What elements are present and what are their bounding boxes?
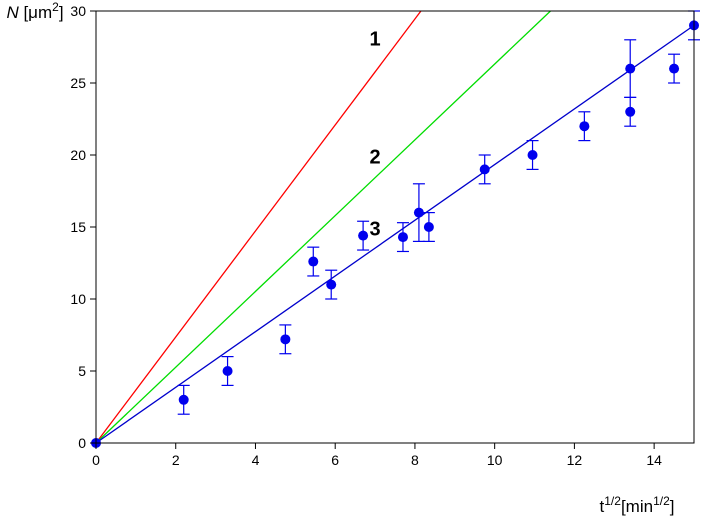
y-axis-title-unit: μm: [28, 3, 52, 22]
data-point: [479, 164, 490, 175]
series-line-2: [95, 10, 551, 444]
data-point: [397, 232, 408, 243]
data-point: [280, 334, 291, 345]
data-points: [91, 10, 700, 448]
line-labels: 1 2 3: [370, 29, 381, 241]
x-tick-label: 2: [172, 452, 180, 468]
plot-frame: [95, 10, 695, 444]
y-tick-label: 0: [78, 435, 86, 451]
data-point: [625, 63, 636, 74]
data-point: [527, 150, 538, 160]
x-axis-title-unit-sup: 1/2: [653, 494, 670, 508]
fit-lines: [95, 10, 695, 444]
y-tick-label: 5: [78, 363, 86, 379]
data-point: [222, 366, 233, 376]
y-tick-label: 10: [70, 291, 86, 307]
x-tick-label: 4: [252, 452, 260, 468]
data-point: [413, 207, 424, 218]
y-tick-label: 30: [70, 3, 86, 19]
y-tick-label: 25: [70, 75, 86, 91]
y-tick-label: 20: [70, 147, 86, 163]
x-axis-title: t1/2[min1/2]: [600, 494, 675, 516]
y-axis-title-sup: 2: [52, 0, 59, 14]
x-tick-label: 14: [646, 452, 662, 468]
series-line-1: [95, 10, 422, 444]
x-axis-title-unit: [min: [621, 497, 653, 516]
x-axis: 0 2 4 6 8 10 12 14: [92, 443, 662, 468]
data-point: [178, 394, 189, 405]
data-point: [625, 106, 636, 117]
x-tick-label: 8: [411, 452, 419, 468]
data-point: [579, 121, 590, 132]
data-point: [308, 256, 319, 267]
y-tick-label: 15: [70, 219, 86, 235]
y-axis: 0 5 10 15 20 25 30: [70, 3, 96, 451]
data-point: [358, 230, 369, 241]
y-axis-title-close: ]: [59, 3, 64, 22]
x-axis-title-base: t: [600, 497, 605, 516]
y-axis-title-symbol: N: [6, 3, 19, 22]
line-label-1: 1: [370, 29, 381, 51]
data-point: [423, 222, 434, 232]
y-axis-title: N [μm2]: [6, 0, 63, 22]
data-point: [669, 63, 680, 74]
x-tick-label: 0: [92, 452, 100, 468]
line-label-2: 2: [370, 147, 381, 169]
x-tick-label: 6: [331, 452, 339, 468]
series-line-3: [95, 24, 695, 444]
line-label-3: 3: [370, 219, 381, 241]
y-axis-title-open: [: [19, 3, 29, 22]
x-tick-label: 10: [487, 452, 503, 468]
x-axis-title-sup: 1/2: [604, 494, 621, 508]
x-tick-label: 12: [567, 452, 583, 468]
x-axis-title-close: ]: [670, 497, 675, 516]
data-point: [326, 279, 337, 290]
